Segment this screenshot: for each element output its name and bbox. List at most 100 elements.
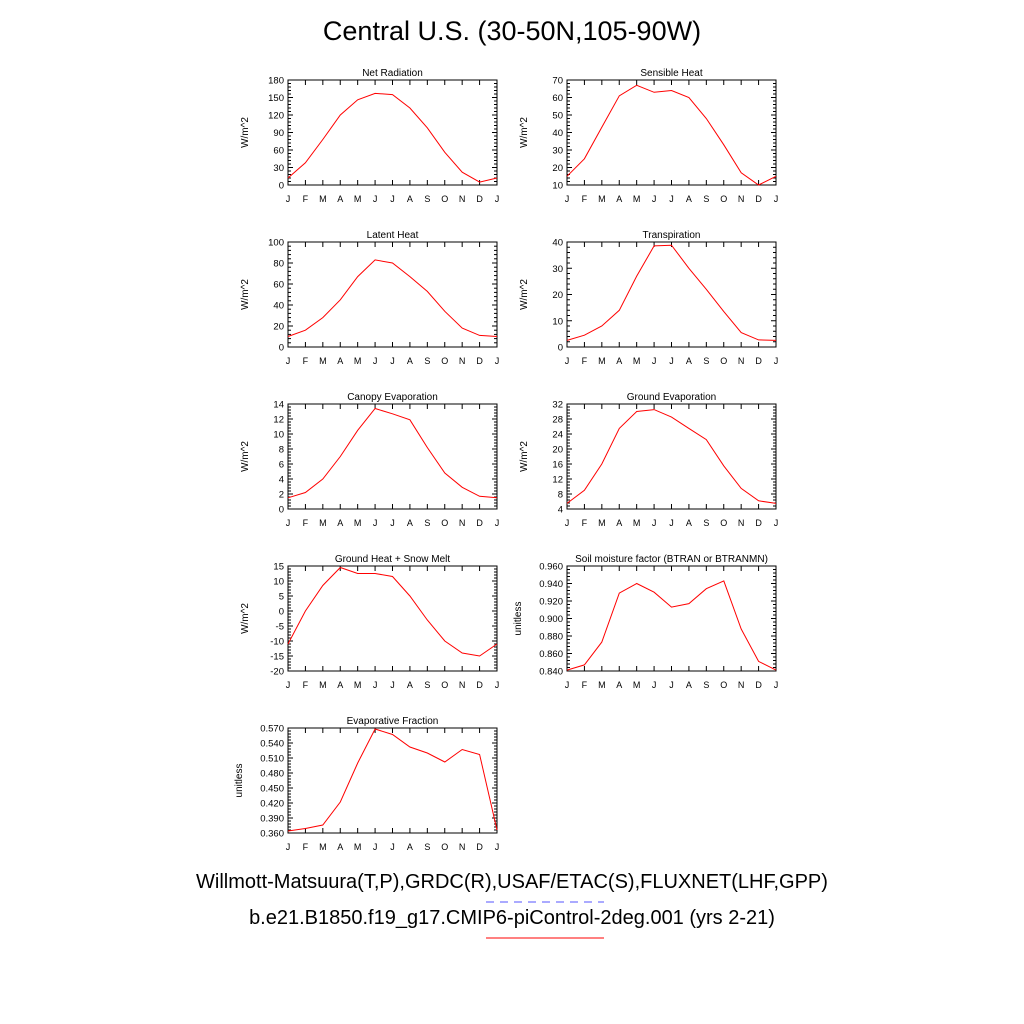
y-axis-label: unitless xyxy=(513,602,524,636)
x-tick-label: A xyxy=(686,356,692,366)
x-tick-label: M xyxy=(633,356,641,366)
x-tick-label: J xyxy=(565,680,570,690)
y-tick-label: 28 xyxy=(552,415,563,426)
x-tick-label: J xyxy=(774,194,779,204)
x-tick-label: A xyxy=(616,518,622,528)
y-tick-label: 0.450 xyxy=(260,784,284,795)
y-tick-label: 0 xyxy=(279,181,284,192)
x-tick-label: M xyxy=(598,680,606,690)
y-tick-label: -5 xyxy=(276,622,284,633)
y-tick-label: 0.360 xyxy=(260,829,284,840)
y-tick-label: -20 xyxy=(270,667,284,678)
y-tick-label: 0.420 xyxy=(260,799,284,810)
y-tick-label: 15 xyxy=(273,562,284,573)
y-tick-label: 14 xyxy=(273,400,284,411)
x-tick-label: M xyxy=(633,518,641,528)
plot-frame xyxy=(566,403,777,510)
x-tick-label: S xyxy=(703,518,709,528)
x-tick-label: A xyxy=(686,680,692,690)
y-tick-label: 60 xyxy=(552,93,563,104)
x-tick-label: F xyxy=(582,680,588,690)
series-line-0 xyxy=(287,728,498,832)
y-tick-label: 0 xyxy=(279,343,284,354)
y-tick-label: 30 xyxy=(552,264,563,275)
panel-title: Soil moisture factor (BTRAN or BTRANMN) xyxy=(575,554,768,565)
x-tick-label: A xyxy=(616,356,622,366)
y-tick-label: 20 xyxy=(273,322,284,333)
x-tick-label: O xyxy=(720,356,727,366)
y-tick-label: 40 xyxy=(552,238,563,249)
legend-obs-label: Willmott-Matsuura(T,P),GRDC(R),USAF/ETAC… xyxy=(196,871,828,893)
y-tick-label: 150 xyxy=(268,93,284,104)
plot-frame xyxy=(287,403,498,510)
y-tick-label: 8 xyxy=(558,490,563,501)
y-tick-label: 12 xyxy=(552,475,563,486)
plot-frame xyxy=(287,727,498,834)
y-tick-label: 2 xyxy=(279,490,284,501)
x-tick-label: M xyxy=(354,680,362,690)
x-tick-label: M xyxy=(319,356,327,366)
y-tick-label: 0 xyxy=(279,607,284,618)
x-tick-label: M xyxy=(354,842,362,852)
x-tick-label: J xyxy=(669,680,674,690)
y-tick-label: -15 xyxy=(270,652,284,663)
x-tick-label: J xyxy=(495,842,500,852)
x-tick-label: J xyxy=(495,680,500,690)
x-tick-label: S xyxy=(424,194,430,204)
y-tick-label: 30 xyxy=(552,146,563,157)
x-tick-label: M xyxy=(354,356,362,366)
y-tick-label: 0.920 xyxy=(539,597,563,608)
panel-title: Evaporative Fraction xyxy=(347,716,439,727)
panel-8: J F M A M J J A S O N D J0.3600.3900.4200.4500.4800.… xyxy=(234,716,499,852)
panel-title: Canopy Evaporation xyxy=(347,392,438,403)
x-tick-label: J xyxy=(669,194,674,204)
y-tick-label: 30 xyxy=(273,163,284,174)
y-axis-label: unitless xyxy=(234,764,245,798)
x-tick-label: N xyxy=(738,356,745,366)
plot-frame xyxy=(287,565,498,672)
y-tick-label: 0.570 xyxy=(260,724,284,735)
series-line-0 xyxy=(287,92,498,183)
x-tick-label: J xyxy=(390,518,395,528)
y-tick-label: 10 xyxy=(552,316,563,327)
y-tick-label: 0.880 xyxy=(539,632,563,643)
x-tick-label: A xyxy=(407,194,413,204)
x-tick-label: J xyxy=(669,518,674,528)
x-tick-label: O xyxy=(720,194,727,204)
x-tick-label: A xyxy=(337,680,343,690)
x-tick-label: J xyxy=(286,518,291,528)
x-tick-label: F xyxy=(582,194,588,204)
x-tick-label: J xyxy=(652,518,657,528)
x-tick-label: N xyxy=(459,194,466,204)
plot-frame xyxy=(566,565,777,672)
panel-title: Latent Heat xyxy=(367,230,419,241)
x-tick-label: A xyxy=(616,194,622,204)
y-tick-label: 24 xyxy=(552,430,563,441)
x-tick-label: O xyxy=(441,356,448,366)
y-tick-label: 90 xyxy=(273,128,284,139)
x-tick-label: J xyxy=(652,194,657,204)
y-tick-label: 0.510 xyxy=(260,754,284,765)
panel-title: Transpiration xyxy=(643,230,701,241)
x-tick-label: A xyxy=(407,518,413,528)
x-tick-label: M xyxy=(354,194,362,204)
x-tick-label: J xyxy=(495,356,500,366)
x-tick-label: S xyxy=(703,356,709,366)
x-tick-label: J xyxy=(286,680,291,690)
x-tick-label: M xyxy=(633,194,641,204)
x-tick-label: S xyxy=(424,842,430,852)
plot-frame xyxy=(566,79,777,186)
y-tick-label: 50 xyxy=(552,111,563,122)
y-tick-label: 10 xyxy=(552,181,563,192)
series-line-0 xyxy=(287,259,498,337)
y-tick-label: 0.840 xyxy=(539,667,563,678)
x-tick-label: O xyxy=(720,518,727,528)
x-tick-label: D xyxy=(476,194,483,204)
y-tick-label: 4 xyxy=(279,475,284,486)
x-tick-label: J xyxy=(495,518,500,528)
x-tick-label: J xyxy=(373,356,378,366)
